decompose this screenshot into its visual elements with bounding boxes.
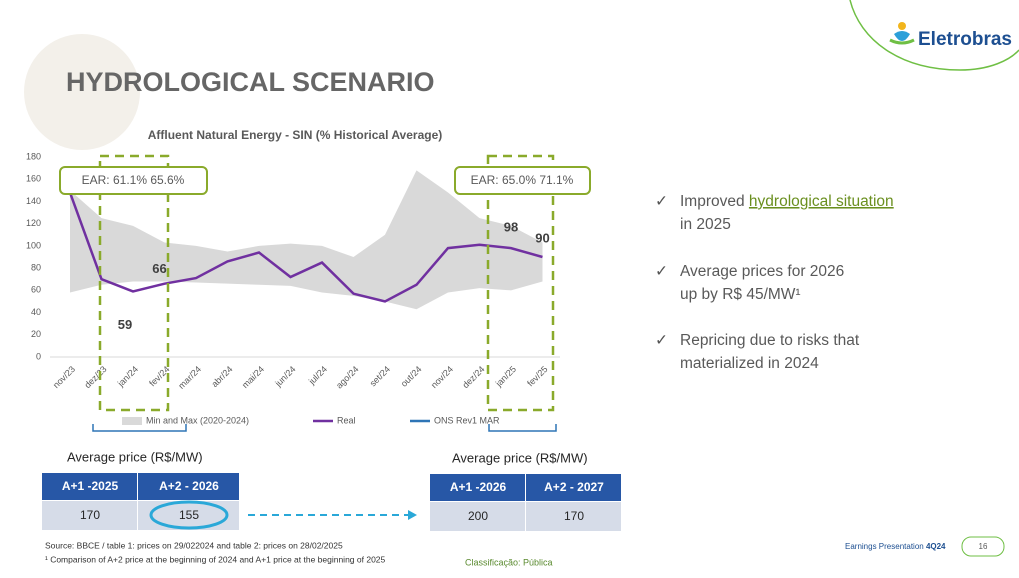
tables: Average price (R$/MW) A+1 -2025 170 A+2 - 2… [42, 449, 621, 531]
table-cell [42, 501, 137, 530]
bullet-text: in 2025 [680, 216, 731, 233]
bullet-text: materialized in 2024 [680, 355, 819, 372]
cell-text: 155 [179, 508, 199, 522]
annotation-box [454, 166, 591, 195]
decor-arc [849, 0, 1019, 71]
bracket [488, 424, 557, 432]
link[interactable]: hydrological situation [749, 193, 894, 210]
annotation: EAR: 65.0% 71.1% [471, 173, 574, 187]
slide-title: HYDROLOGICAL SCENARIO [66, 67, 435, 97]
x-tick-label: jun/24 [272, 364, 297, 389]
x-tick-label: nov/23 [51, 364, 77, 390]
x-tick-label: dez/23 [82, 364, 108, 390]
x-tick-label: out/24 [399, 364, 424, 389]
line [68, 192, 543, 303]
y-tick-label: 40 [31, 307, 41, 317]
y-tick-label: 140 [26, 196, 41, 206]
table-title: Average price (R$/MW) [452, 450, 588, 465]
header-cell [42, 473, 137, 500]
bullet-text: up by R$ 45/MW¹ [680, 286, 801, 303]
table-title: Average price (R$/MW) [67, 449, 203, 464]
arrow-head [408, 510, 417, 520]
page-box [961, 536, 1005, 557]
legend-label: Min and Max (2020-2024) [146, 415, 249, 425]
source: Source: BBCE / table 1: prices on 29/022… [45, 540, 343, 550]
y-tick-label: 20 [31, 329, 41, 339]
x-tick-label: jan/25 [493, 364, 518, 389]
x-tick-label: jul/24 [306, 364, 329, 387]
table-cell [430, 502, 525, 531]
presentation: Earnings Presentation [845, 542, 926, 551]
logo: Eletrobras [918, 29, 1012, 50]
bullets: ✓ Improved hydrological situation in 202… [655, 193, 894, 372]
y-tick-label: 120 [26, 218, 41, 228]
x-tick-label: ago/24 [334, 364, 361, 391]
logo-icon [889, 22, 915, 45]
x-tick-label: fev/25 [525, 364, 549, 388]
presentation-label: Earnings Presentation 4Q24 [845, 542, 946, 551]
header-cell [138, 473, 239, 500]
bullet-text: Average prices for 2026 [680, 263, 844, 280]
annotation-box [59, 166, 208, 195]
table-cell [138, 501, 239, 530]
check: ✓ [655, 193, 668, 210]
header-text: A+2 - 2027 [544, 480, 604, 494]
cell-text: 170 [80, 508, 100, 522]
y-tick-label: 160 [26, 174, 41, 184]
y-tick-label: 100 [26, 240, 41, 250]
cell-text: 170 [564, 509, 584, 523]
header-text: A+1 -2026 [450, 480, 507, 494]
legend-label: Real [337, 415, 356, 425]
header-text: A+2 - 2026 [159, 479, 219, 493]
x-tick-label: nov/24 [429, 364, 455, 390]
table-cell [526, 502, 621, 531]
x-tick-label: dez/24 [460, 364, 486, 390]
annotation: EAR: 61.1% 65.6% [82, 173, 185, 187]
y-tick-label: 80 [31, 262, 41, 272]
background-blob [24, 34, 140, 150]
data-label: 98 [504, 220, 518, 235]
highlight-box [486, 154, 555, 412]
bullet-text: Improved hydrological situation [680, 193, 894, 210]
bracket [92, 424, 187, 432]
y-tick-label: 60 [31, 285, 41, 295]
data-label: 90 [535, 230, 549, 245]
x-tick-label: abr/24 [209, 364, 234, 389]
x-tick-label: set/24 [368, 364, 392, 388]
data-label: 66 [152, 261, 166, 276]
header-text: A+1 -2025 [62, 479, 119, 493]
footnote: ¹ Comparison of A+2 price at the beginni… [45, 554, 386, 564]
x-tick-label: mai/24 [240, 364, 266, 390]
y-tick-label: 180 [26, 151, 41, 161]
highlight-box [98, 154, 170, 412]
highlight-circle [149, 500, 229, 530]
data-label: 59 [118, 317, 132, 332]
bullet-text: Improved [680, 193, 749, 210]
check: ✓ [655, 332, 668, 349]
chart-title: Affluent Natural Energy - SIN (% Histori… [148, 128, 443, 142]
cell-text: 200 [468, 509, 488, 523]
legend-swatch [122, 417, 142, 425]
y-tick-label: 0 [36, 351, 41, 361]
header-cell [526, 474, 621, 501]
classification: Classificação: Pública [465, 557, 553, 567]
x-tick-label: mar/24 [176, 364, 203, 391]
legend-label: ONS Rev1 MAR [434, 415, 500, 425]
page-number: 16 [979, 542, 988, 551]
header-cell [430, 474, 525, 501]
check: ✓ [655, 263, 668, 280]
x-tick-label: jan/24 [115, 364, 140, 389]
bullet-text: Repricing due to risks that [680, 332, 860, 349]
quarter: 4Q24 [926, 542, 946, 551]
